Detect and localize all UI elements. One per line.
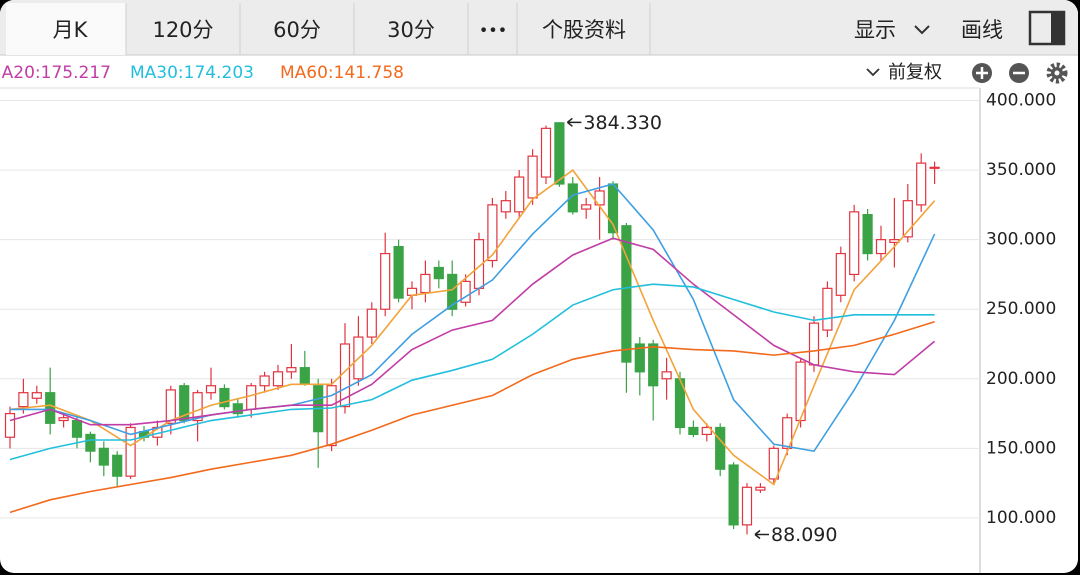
y-tick-label: 300.000 [986, 230, 1056, 250]
legend-entry: MA60:141.758 [280, 63, 404, 83]
annotation-arrow [566, 117, 582, 127]
candle-body [500, 200, 511, 213]
legend-entry: MA30:174.203 [130, 63, 254, 83]
y-tick-label: 250.000 [986, 299, 1056, 319]
candle-body [85, 433, 96, 452]
candle-body [849, 211, 860, 276]
ma-line [9, 237, 936, 426]
candle-body [514, 176, 525, 213]
candle-body [929, 166, 940, 169]
tab[interactable]: 个股资料 [542, 18, 626, 42]
tab-separators [125, 3, 651, 55]
ma-line [9, 168, 936, 486]
candle-body [98, 447, 109, 466]
candle-body [299, 367, 310, 385]
draw-button[interactable]: 画线 [961, 18, 1003, 42]
tab[interactable]: ••• [479, 21, 507, 40]
chevron [914, 25, 930, 35]
adjust-menu[interactable]: 前复权 [888, 62, 942, 83]
candle-body [205, 385, 217, 394]
candle-body [621, 225, 632, 363]
candle-body [634, 343, 645, 373]
candle-body [460, 280, 471, 303]
candle-body [581, 204, 592, 210]
candle-body [862, 214, 873, 255]
candle-body [71, 419, 83, 438]
candle-body [741, 486, 753, 526]
candle-body [179, 385, 190, 422]
tab-selected [6, 3, 126, 55]
candle-body [192, 392, 203, 422]
candle-body [18, 392, 29, 408]
candle-body [648, 343, 659, 387]
candle-body [768, 447, 779, 480]
candle-body [366, 308, 377, 338]
legend-entry: MA20:175.217 [0, 63, 111, 83]
candle-body [420, 273, 431, 294]
ma-line [9, 283, 935, 461]
chevron [866, 68, 880, 77]
candle-body [540, 127, 552, 178]
candle-body [219, 387, 230, 408]
settings[interactable] [1046, 62, 1068, 84]
candle-body [688, 426, 699, 436]
annotation: 88.090 [771, 524, 837, 546]
tab[interactable]: 30分 [387, 18, 435, 42]
candle-body [835, 252, 846, 296]
toolbar [0, 0, 1078, 55]
candle-body [782, 417, 793, 449]
candle-body [594, 190, 605, 206]
candle-body [326, 385, 337, 447]
annotation: 384.330 [583, 112, 662, 134]
candle-body [272, 371, 284, 387]
candle-body [259, 375, 270, 387]
y-tick-label: 100.000 [986, 508, 1056, 528]
candle-body [58, 417, 69, 422]
zoom-out[interactable] [1009, 63, 1029, 83]
candle-body [232, 403, 243, 415]
candle-body [715, 426, 726, 470]
candle-body [112, 454, 123, 477]
tab[interactable]: 60分 [273, 18, 321, 42]
ma-line [9, 320, 935, 514]
candle-body [45, 392, 56, 424]
candle-body [125, 426, 136, 477]
ma-line [10, 183, 936, 453]
candle-body [875, 239, 887, 255]
candle-body [755, 486, 766, 491]
y-tick-label: 200.000 [986, 369, 1056, 389]
candle-body [393, 246, 404, 299]
tab[interactable]: 120分 [152, 18, 213, 42]
candle-body [447, 273, 458, 310]
candle-body [916, 162, 927, 206]
y-tick-label: 400.000 [986, 91, 1056, 111]
candle-body [902, 200, 913, 238]
y-tick-label: 350.000 [986, 160, 1056, 180]
panel-icon[interactable] [1028, 10, 1066, 46]
candle-body [661, 371, 672, 380]
annotation-arrow [754, 529, 769, 540]
candle-body [554, 122, 565, 185]
candle-body [728, 464, 739, 526]
candle-body [433, 266, 444, 280]
candle-body [4, 412, 16, 438]
candle-body [165, 389, 176, 424]
candle-body [567, 183, 578, 213]
tab[interactable]: 月K [53, 18, 89, 42]
candle-body [527, 155, 538, 199]
candle-body [246, 385, 257, 410]
zoom-in[interactable] [972, 63, 992, 83]
candle-body [286, 367, 297, 373]
display-menu[interactable]: 显示 [854, 18, 896, 42]
y-tick-label: 150.000 [986, 438, 1056, 458]
candle-body [380, 252, 391, 310]
candle-body [31, 392, 42, 399]
candle-body [822, 287, 833, 331]
candle-body [808, 322, 820, 366]
candle-body [487, 204, 498, 262]
